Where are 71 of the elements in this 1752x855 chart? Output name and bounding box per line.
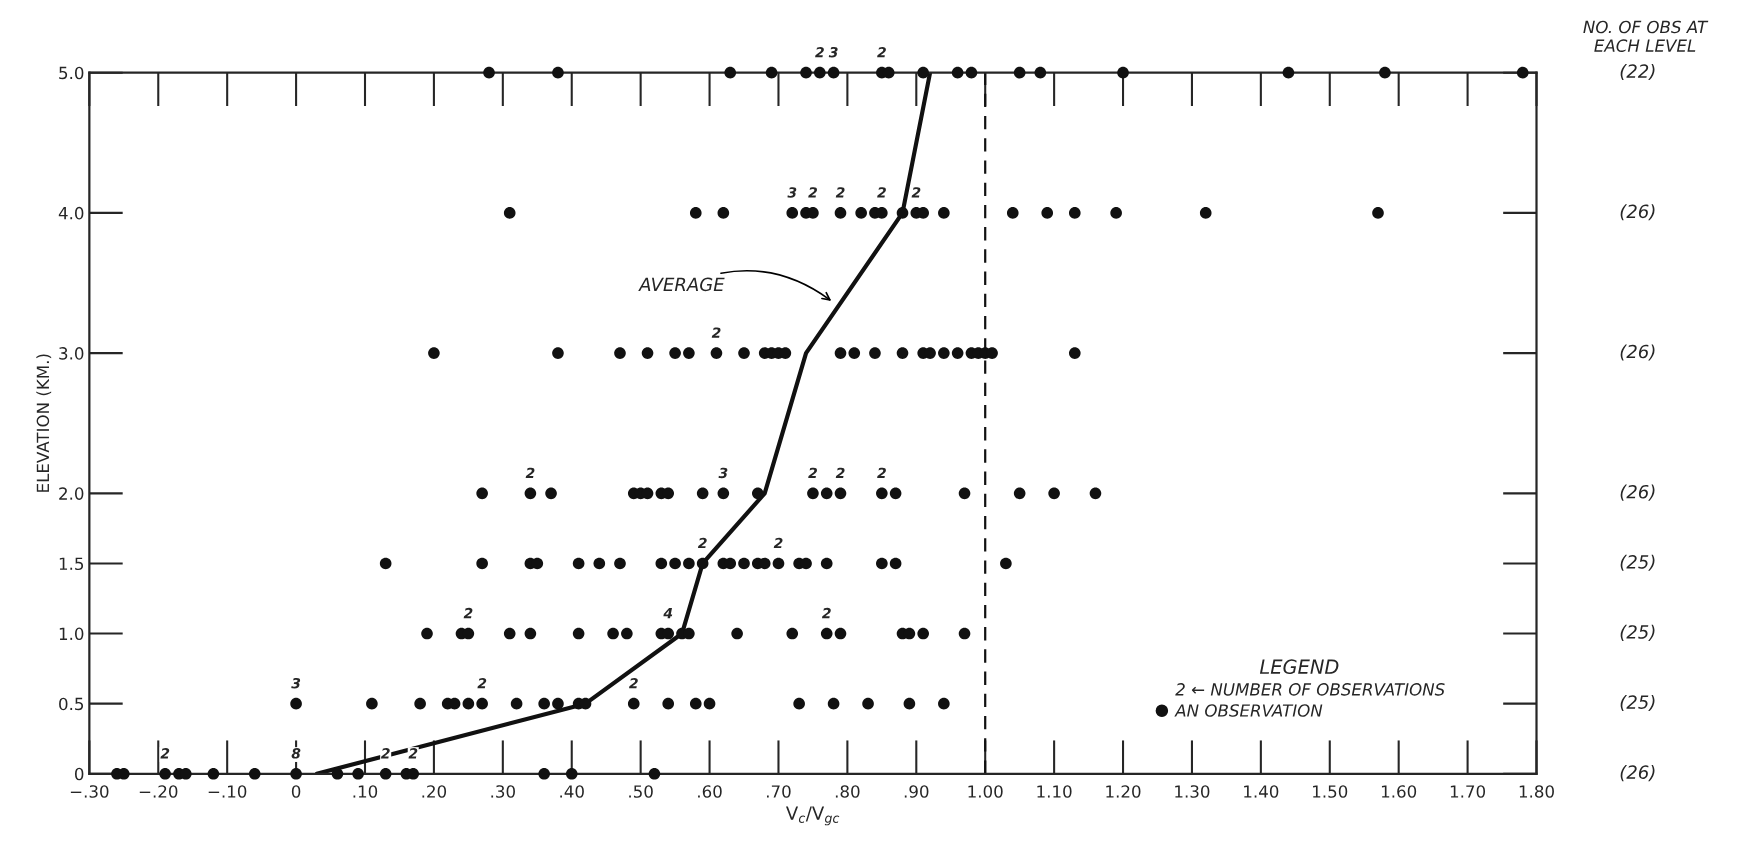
x-tick-label: 1.10 <box>1037 785 1072 798</box>
annotation: 2 <box>160 748 170 759</box>
annotation: 3 <box>828 46 838 58</box>
x-tick-label: 1.30 <box>1175 785 1210 798</box>
text: (26) <box>1620 484 1655 501</box>
annotation: 3 <box>787 187 797 198</box>
annotation: 2 <box>477 677 487 689</box>
y-tick-label: 4.0 <box>58 206 84 220</box>
annotation: 2 <box>835 467 845 478</box>
annotation: 2 <box>877 467 886 478</box>
annotation: 2 <box>877 46 886 58</box>
annotation: 2 <box>808 467 817 478</box>
x-tick-label: 1.40 <box>1244 785 1279 798</box>
x-tick-label: 1.60 <box>1381 785 1417 798</box>
x-tick-label: 1.20 <box>1106 785 1141 798</box>
y-tick-label: 0 <box>74 767 84 781</box>
annotation: 2 <box>821 607 831 619</box>
y-tick-label: 2.0 <box>59 487 84 500</box>
x-tick-label: 1.70 <box>1450 785 1486 798</box>
annotation: AVERAGE <box>638 277 725 292</box>
annotation: 3 <box>291 677 301 689</box>
annotation: 3 <box>718 467 728 479</box>
x-tick-label: 1.80 <box>1519 785 1554 798</box>
annotation: 4 <box>663 608 673 619</box>
x-tick-label: .30 <box>491 785 515 798</box>
y-tick-label: 5.0 <box>59 66 84 80</box>
text: (26) <box>1620 344 1655 361</box>
x-tick-label: .10 <box>353 785 378 798</box>
annotation: 2 <box>835 187 845 198</box>
annotation: 2 <box>808 187 817 198</box>
text: (26) <box>1620 204 1655 221</box>
annotation: 2 <box>711 327 721 338</box>
y-axis-title: ELEVATION (KM.) <box>36 354 52 492</box>
text: (25) <box>1620 624 1655 641</box>
x-tick-label: .40 <box>560 785 584 798</box>
x-tick-label: −.30 <box>70 785 109 798</box>
x-tick-label: 1.00 <box>968 785 1003 798</box>
annotation: 2 <box>463 607 473 619</box>
y-tick-label: 1.0 <box>59 627 84 641</box>
annotation: 2 <box>877 187 886 198</box>
legend-label: AN OBSERVATION <box>1174 704 1323 717</box>
text: NO. OF OBS AT EACH LEVEL <box>1583 20 1709 52</box>
text: (26) <box>1620 765 1655 782</box>
text: (25) <box>1620 554 1655 571</box>
y-tick-label: 1.5 <box>59 557 84 571</box>
x-tick-label: −.10 <box>208 785 247 798</box>
y-tick-label: 0.5 <box>59 697 84 711</box>
legend-title: LEGEND <box>1259 659 1339 675</box>
x-tick-label: −.20 <box>139 785 178 798</box>
x-tick-label: .80 <box>835 785 860 798</box>
x-tick-label: .60 <box>698 785 722 798</box>
y-tick-label: 3.0 <box>59 347 84 360</box>
x-tick-label: 1.50 <box>1313 785 1348 798</box>
annotation: 8 <box>291 748 301 759</box>
x-tick-label: .20 <box>422 785 447 798</box>
annotation: 2 <box>911 187 921 198</box>
annotation: 2 <box>697 537 707 549</box>
text: (22) <box>1620 63 1655 81</box>
x-tick-label: .50 <box>629 785 653 798</box>
annotation: 2 <box>815 46 824 58</box>
annotation: 2 <box>408 748 418 759</box>
x-tick-label: 0 <box>291 785 301 798</box>
annotation: 2 <box>525 467 535 478</box>
annotation: 2 <box>773 537 783 549</box>
x-tick-label: .90 <box>904 785 929 798</box>
x-tick-label: .70 <box>767 785 791 798</box>
annotation: 2 <box>629 677 638 689</box>
annotation: 2 ← NUMBER OF OBSERVATIONS <box>1175 683 1445 696</box>
text: (25) <box>1620 694 1655 712</box>
annotation: 2 <box>380 748 390 759</box>
x-axis-title: V$_{c}$/V$_{gc}$ <box>785 806 840 826</box>
